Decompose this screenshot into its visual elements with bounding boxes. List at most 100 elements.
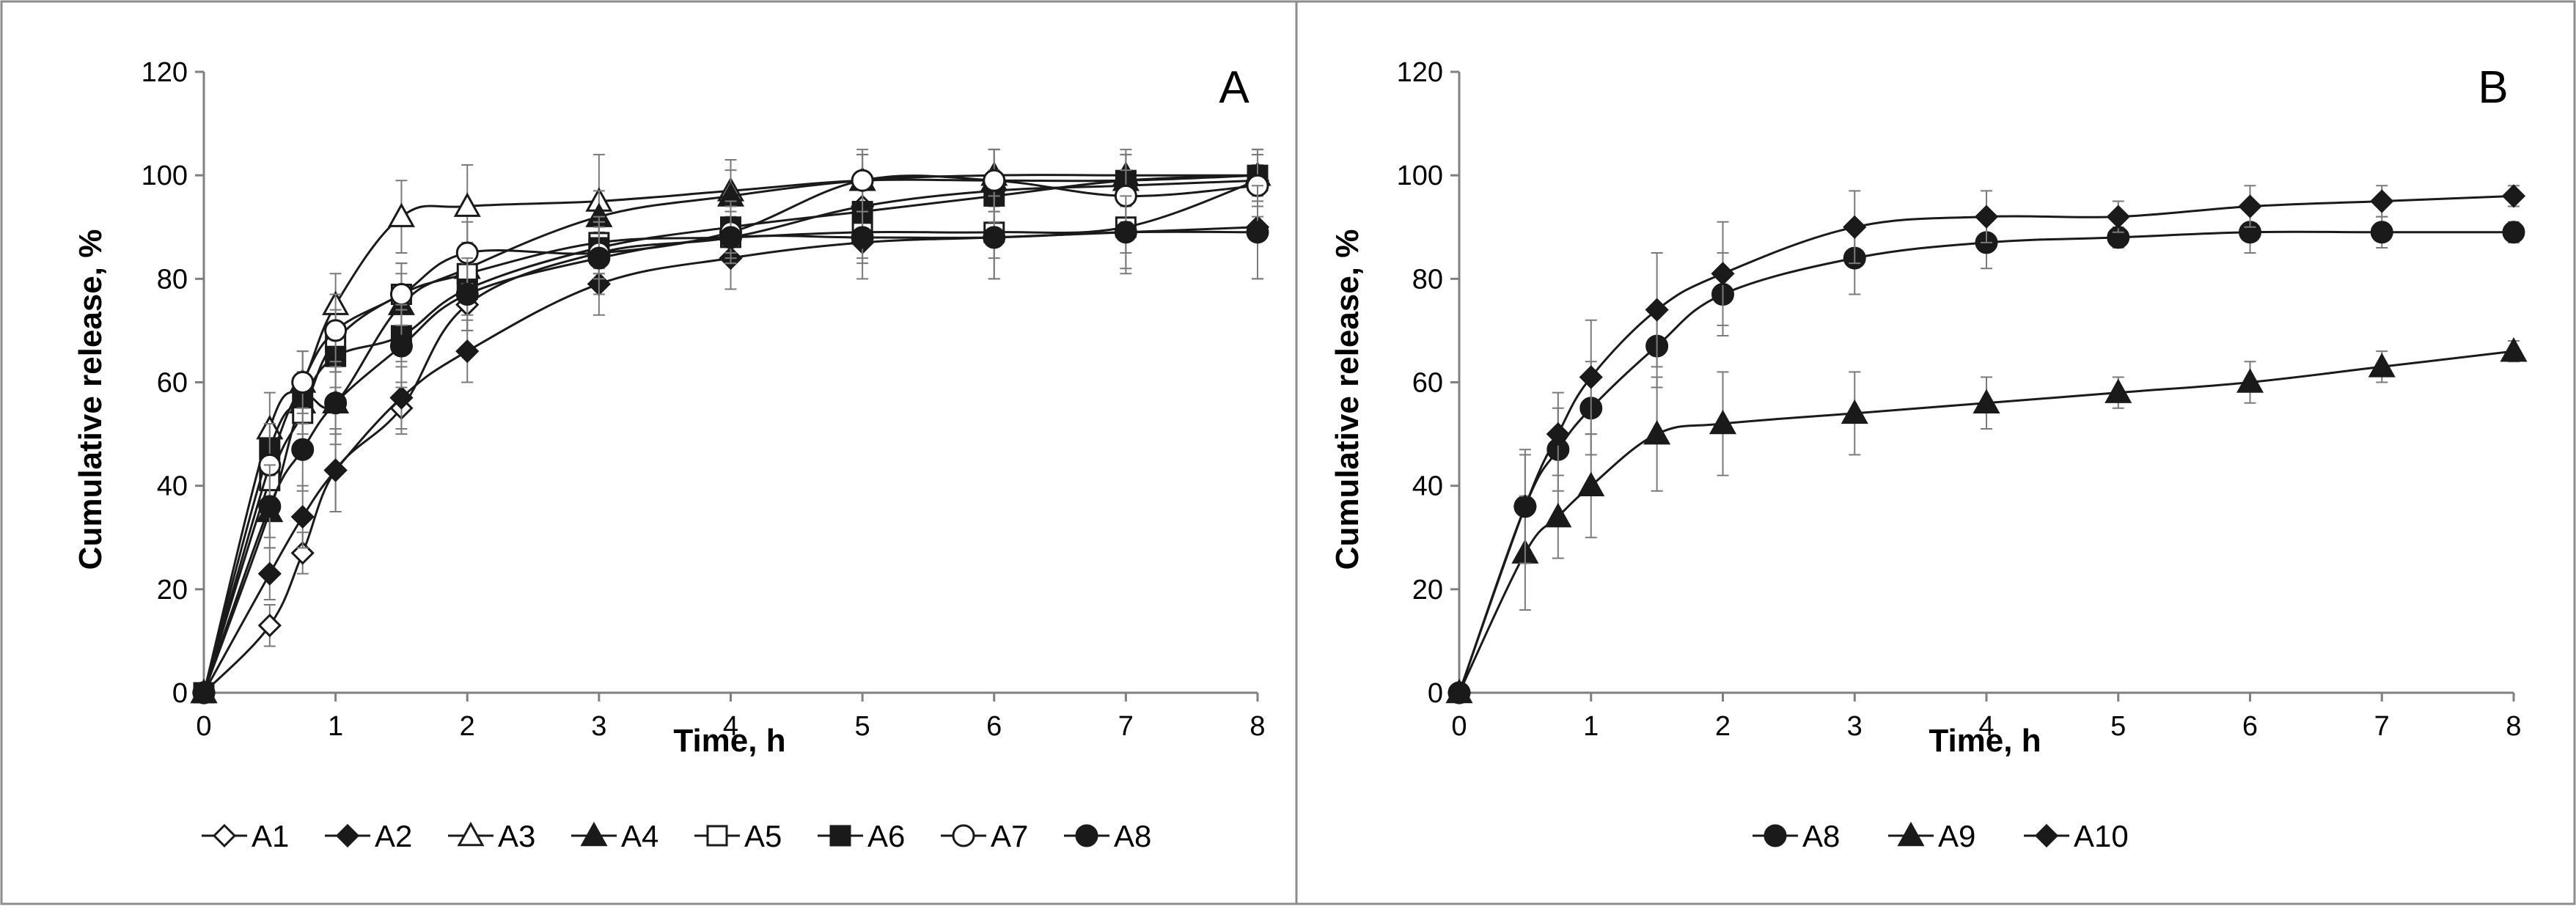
panel-b-x-tick-label: 0 [1451, 711, 1467, 742]
panel-b-x-tick-label: 6 [2242, 711, 2258, 742]
panel-b-axes [1450, 70, 2515, 702]
panel-a-legend-entry-a5: A5 [694, 819, 782, 853]
panel-b-y-tick-label: 120 [1397, 57, 1443, 88]
data-point [1114, 221, 1137, 244]
legend-marker [706, 825, 728, 847]
data-point [1544, 502, 1572, 528]
legend-marker [829, 825, 851, 847]
panel-a-x-tick-label: 2 [460, 711, 475, 742]
legend-label: A7 [991, 819, 1028, 853]
panel-b-y-tick-label: 20 [1412, 575, 1443, 606]
legend-marker [212, 823, 237, 848]
panel-a-legend-entry-a8: A8 [1064, 819, 1151, 853]
data-point [258, 495, 282, 518]
data-point [1645, 298, 1669, 322]
panel-a-y-tick-label: 0 [172, 678, 188, 709]
legend-marker [1897, 821, 1925, 847]
panel-a-legend-entry-a3: A3 [448, 819, 535, 853]
data-point [387, 202, 415, 227]
panel-b-x-tick-labels: 0 1 2 3 4 5 6 7 8 [1451, 711, 2521, 742]
legend-marker [580, 821, 608, 847]
data-point [2502, 221, 2525, 244]
data-point [983, 169, 1006, 192]
panel-a-y-tick-label: 40 [157, 471, 188, 502]
data-point [1577, 471, 1605, 496]
panel-b-x-tick-label: 7 [2374, 711, 2390, 742]
series-line [202, 174, 1258, 693]
legend-label: A10 [2074, 819, 2129, 853]
data-point [453, 192, 481, 217]
panel-a-series-a8 [192, 185, 1269, 704]
panel-b-x-axis-title: Time, h [1929, 723, 2041, 759]
panel-b-x-tick-label: 4 [1978, 711, 1994, 742]
panel-a-y-tick-label: 20 [157, 575, 188, 606]
legend-label: A4 [621, 819, 658, 853]
data-point [1974, 205, 1999, 229]
panel-a-letter: A [1219, 62, 1250, 113]
legend-marker [335, 823, 360, 848]
panel-b-legend-entry-a9: A9 [1888, 819, 1975, 853]
legend-label: A3 [498, 819, 535, 853]
panel-b-x-tick-label: 8 [2506, 711, 2521, 742]
data-point [2106, 205, 2130, 229]
data-point [291, 371, 315, 394]
panel-b-y-tick-label: 80 [1412, 264, 1443, 295]
data-point [1447, 680, 1472, 705]
data-point [389, 334, 413, 358]
legend-marker [457, 821, 485, 847]
panel-a-y-tick-label: 80 [157, 264, 188, 295]
data-point [324, 319, 348, 342]
panel-a-axes [195, 70, 1259, 702]
data-point [1579, 365, 1603, 389]
data-point [2370, 221, 2393, 244]
data-point [389, 283, 413, 306]
panel-a-y-axis-title: Cumulative release, % [73, 229, 109, 570]
panel-a-y-tick-label: 120 [142, 57, 188, 88]
legend-marker [1075, 824, 1098, 847]
data-point [291, 438, 315, 461]
panel-b-x-tick-label: 2 [1715, 711, 1731, 742]
data-point [1513, 494, 1537, 519]
data-point [2238, 194, 2262, 218]
panel-a-x-tick-label: 1 [328, 711, 343, 742]
data-point [1643, 419, 1671, 445]
panel-a-legend: A1 A2 A3 A4 A5 A6 A7 A8 [202, 819, 1151, 853]
data-point [2236, 368, 2264, 393]
legend-label: A1 [252, 819, 289, 853]
panel-a-x-tick-labels: 0 1 2 3 4 5 6 7 8 [196, 711, 1265, 742]
data-point [257, 562, 282, 586]
panel-b-y-tick-label: 40 [1412, 471, 1443, 502]
data-point [2370, 189, 2394, 213]
panel-b-x-tick-label: 1 [1583, 711, 1599, 742]
data-point [323, 458, 348, 482]
panel-b-y-axis-title: Cumulative release, % [1329, 229, 1365, 570]
panel-b-x-tick-label: 3 [1847, 711, 1863, 742]
panel-a-legend-entry-a4: A4 [571, 819, 658, 853]
data-point [2500, 337, 2528, 362]
panel-a: 0 20 40 60 80 100 120 0 1 2 3 4 5 6 7 8 A Time, h Cumu… [73, 57, 1272, 853]
legend-label: A2 [375, 819, 412, 853]
panel-b: 0 20 40 60 80 100 120 0 1 2 3 4 5 6 7 8 B Time, h Cumu… [1329, 57, 2528, 853]
data-point [389, 386, 414, 410]
panel-a-legend-entry-a1: A1 [202, 819, 289, 853]
panel-b-series-a10 [1447, 184, 2526, 705]
data-point [1841, 399, 1868, 424]
data-point [983, 226, 1006, 249]
panel-a-y-tick-labels: 0 20 40 60 80 100 120 [142, 57, 188, 709]
data-point [851, 226, 874, 249]
data-point [290, 504, 315, 529]
data-point [455, 339, 480, 364]
panel-b-legend-entry-a10: A10 [2024, 819, 2129, 853]
panel-a-legend-entry-a6: A6 [818, 819, 905, 853]
data-point [1546, 422, 1570, 446]
data-point [455, 283, 479, 306]
legend-label: A5 [744, 819, 782, 853]
panel-a-y-tick-label: 60 [157, 368, 188, 399]
panel-b-y-tick-label: 100 [1397, 161, 1443, 191]
panel-a-x-tick-label: 7 [1118, 711, 1134, 742]
legend-label: A8 [1802, 819, 1840, 853]
panel-a-legend-entry-a2: A2 [325, 819, 412, 853]
series-line [202, 230, 1258, 693]
